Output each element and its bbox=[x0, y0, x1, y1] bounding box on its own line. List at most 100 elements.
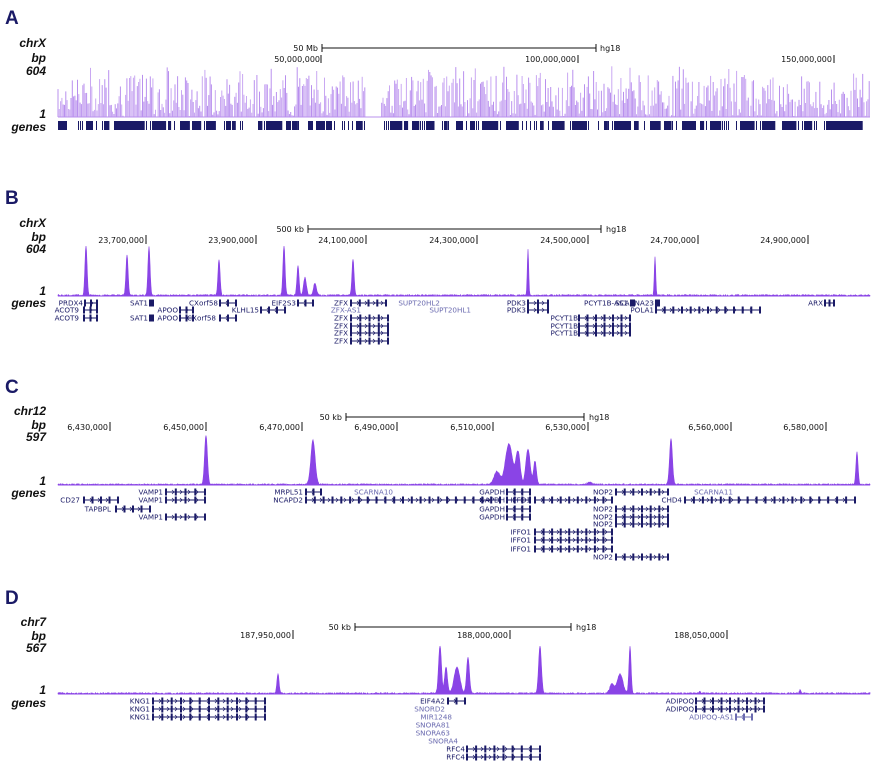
gene-block bbox=[670, 121, 671, 130]
gene-label: EIF4A2 bbox=[420, 697, 445, 706]
strand-arrow bbox=[364, 323, 368, 329]
strand-arrow bbox=[480, 746, 484, 752]
strand-arrow bbox=[584, 315, 588, 321]
strand-arrow bbox=[439, 497, 443, 503]
strand-arrow bbox=[174, 706, 178, 712]
strand-arrow bbox=[372, 338, 376, 344]
gene-exon bbox=[152, 713, 154, 721]
gene-block bbox=[482, 121, 487, 130]
gene-block bbox=[626, 121, 627, 130]
gene-exon bbox=[620, 314, 623, 322]
gene-exon bbox=[83, 306, 85, 314]
tick-label: 6,430,000 bbox=[67, 423, 108, 432]
tick-label: 188,000,000 bbox=[457, 631, 508, 640]
gene-block bbox=[506, 121, 512, 130]
strand-arrow bbox=[733, 698, 737, 704]
strand-arrow bbox=[179, 489, 183, 495]
assembly-label: hg18 bbox=[589, 413, 609, 422]
gene-block bbox=[196, 121, 197, 130]
gene-exon bbox=[649, 488, 652, 496]
gene-label: NOP2 bbox=[593, 520, 613, 529]
gene-exon bbox=[593, 536, 596, 544]
gene-exon bbox=[611, 545, 613, 553]
gene-label: GAPDH bbox=[479, 513, 505, 522]
strand-arrow bbox=[187, 514, 191, 520]
gene-exon bbox=[641, 553, 643, 561]
gene-block bbox=[88, 121, 89, 130]
gene-block bbox=[676, 121, 677, 130]
gene-block bbox=[58, 121, 66, 130]
strand-arrow bbox=[372, 330, 376, 336]
strand-arrow bbox=[179, 514, 183, 520]
gene-block bbox=[772, 121, 776, 130]
gene-block bbox=[694, 121, 695, 130]
gene-block bbox=[588, 121, 589, 130]
gene-label: RFC4 bbox=[446, 753, 465, 762]
gene-exon bbox=[437, 496, 440, 504]
gene-block bbox=[584, 121, 585, 130]
strand-arrow bbox=[222, 714, 226, 720]
gene-exon bbox=[96, 314, 98, 322]
gene-exon bbox=[800, 496, 803, 504]
gene-label: POLA1 bbox=[630, 306, 654, 315]
gene-exon bbox=[185, 306, 188, 314]
gene-exon bbox=[529, 488, 531, 496]
gene-block bbox=[174, 121, 175, 130]
gene-exon bbox=[152, 314, 154, 322]
gene-exon bbox=[585, 545, 588, 553]
strand-arrow bbox=[661, 506, 665, 512]
strand-arrow bbox=[580, 546, 584, 552]
gene-exon bbox=[576, 528, 579, 536]
track-a: 50 Mb hg18 50,000,000 100,000,000 150,00… bbox=[57, 44, 870, 130]
gene-exon bbox=[602, 528, 605, 536]
gene-label: MIR1248 bbox=[420, 713, 452, 722]
gene-exon bbox=[791, 496, 794, 504]
strand-arrow bbox=[246, 714, 250, 720]
strand-arrow bbox=[730, 497, 734, 503]
gene-block bbox=[500, 121, 501, 130]
gene-block bbox=[522, 121, 523, 130]
strand-arrow bbox=[564, 529, 568, 535]
strand-arrow bbox=[564, 497, 568, 503]
strand-arrow bbox=[488, 746, 492, 752]
strand-arrow bbox=[733, 307, 737, 313]
gene-block bbox=[266, 121, 269, 130]
gene-exon bbox=[184, 513, 187, 521]
gene-exon bbox=[655, 299, 657, 307]
gene-block bbox=[118, 121, 126, 130]
strand-arrow bbox=[621, 506, 625, 512]
gene-exon bbox=[419, 496, 422, 504]
strand-arrow bbox=[137, 506, 141, 512]
coverage-area bbox=[57, 435, 871, 486]
strand-arrow bbox=[520, 506, 524, 512]
gene-exon bbox=[472, 496, 475, 504]
gene-block bbox=[400, 121, 401, 130]
strand-arrow bbox=[90, 300, 94, 306]
gene-exon bbox=[357, 496, 360, 504]
strand-arrow bbox=[733, 706, 737, 712]
gene-label: RFC4 bbox=[446, 745, 465, 754]
strand-arrow bbox=[225, 300, 229, 306]
gene-exon bbox=[91, 496, 94, 504]
strand-arrow bbox=[254, 714, 258, 720]
strand-arrow bbox=[592, 315, 596, 321]
gene-exon bbox=[559, 528, 562, 536]
gene-exon bbox=[603, 329, 606, 337]
gene-exon bbox=[312, 488, 315, 496]
strand-arrow bbox=[725, 307, 729, 313]
min-label: 1 bbox=[39, 107, 46, 121]
gene-block bbox=[830, 121, 838, 130]
gene-block bbox=[644, 121, 645, 130]
strand-arrow bbox=[600, 330, 604, 336]
gene-block bbox=[586, 121, 587, 130]
gene-exon bbox=[539, 745, 541, 753]
gene-exon bbox=[506, 513, 508, 521]
gene-exon bbox=[551, 545, 554, 553]
gene-block bbox=[230, 121, 231, 130]
gene-block bbox=[748, 121, 755, 130]
gene-block bbox=[82, 121, 83, 130]
gene-exon bbox=[340, 496, 343, 504]
tick-label: 187,950,000 bbox=[240, 631, 291, 640]
gene-exon bbox=[152, 697, 154, 705]
gene-block bbox=[136, 121, 145, 130]
